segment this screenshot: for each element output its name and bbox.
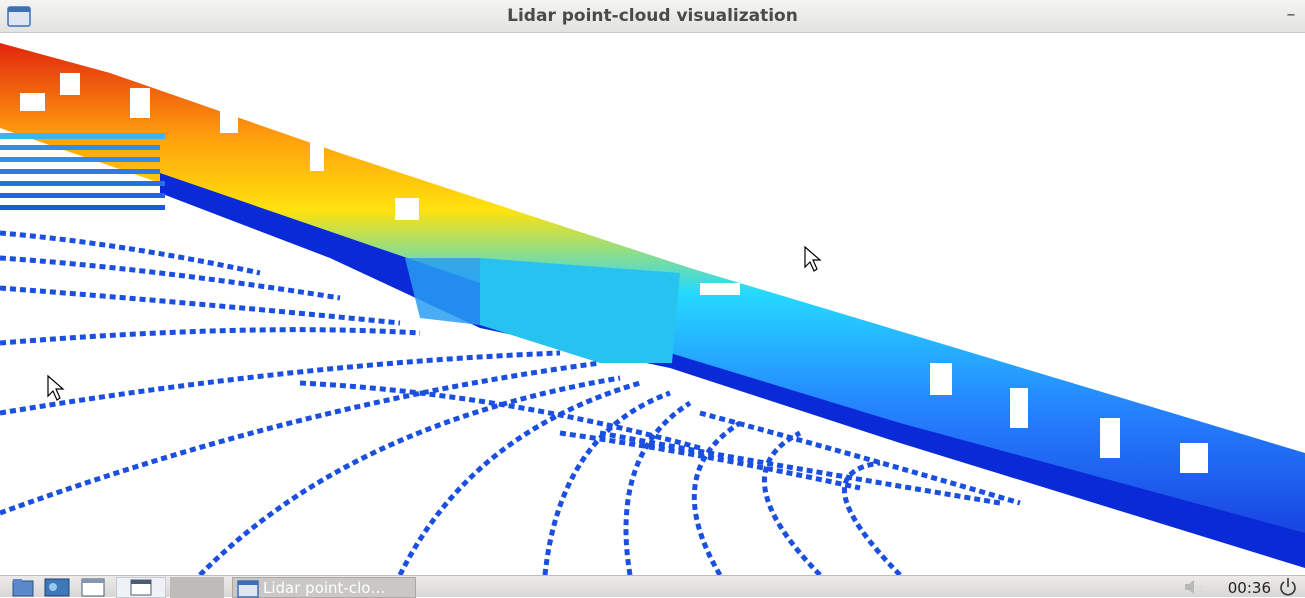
near-wall-rows [0, 133, 165, 210]
object-cluster [480, 258, 680, 363]
window-icon[interactable] [80, 577, 106, 598]
task-button-lidar[interactable]: Lidar point-clo… [232, 577, 416, 598]
clock[interactable]: 00:36 [1227, 579, 1271, 597]
window-title: Lidar point-cloud visualization [507, 6, 798, 26]
desktop-icon[interactable] [44, 577, 70, 598]
window-menu-icon[interactable] [7, 6, 31, 27]
taskbar: Lidar point-clo… 00:36 [0, 575, 1305, 598]
ground-scan-rings [0, 230, 1021, 575]
blank-launcher-icon[interactable] [170, 577, 224, 598]
power-icon[interactable] [1277, 577, 1299, 597]
volume-icon[interactable] [1183, 579, 1205, 595]
object-cluster-left [405, 258, 480, 325]
file-manager-icon[interactable] [10, 577, 36, 598]
task-label: Lidar point-clo… [263, 579, 386, 597]
app-window: Lidar point-cloud visualization – [0, 0, 1305, 575]
mouse-cursor-secondary [47, 374, 65, 401]
minimize-button[interactable]: – [1286, 4, 1296, 25]
wall-gaps [20, 73, 1208, 473]
show-desktop-icon[interactable] [116, 577, 166, 598]
point-cloud-canvas[interactable] [0, 33, 1305, 575]
title-bar[interactable]: Lidar point-cloud visualization – [0, 0, 1305, 33]
window-icon [237, 580, 259, 598]
mouse-cursor [804, 245, 822, 272]
